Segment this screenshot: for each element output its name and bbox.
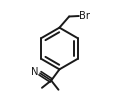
Text: Br: Br — [79, 11, 89, 21]
Text: N: N — [31, 67, 38, 77]
